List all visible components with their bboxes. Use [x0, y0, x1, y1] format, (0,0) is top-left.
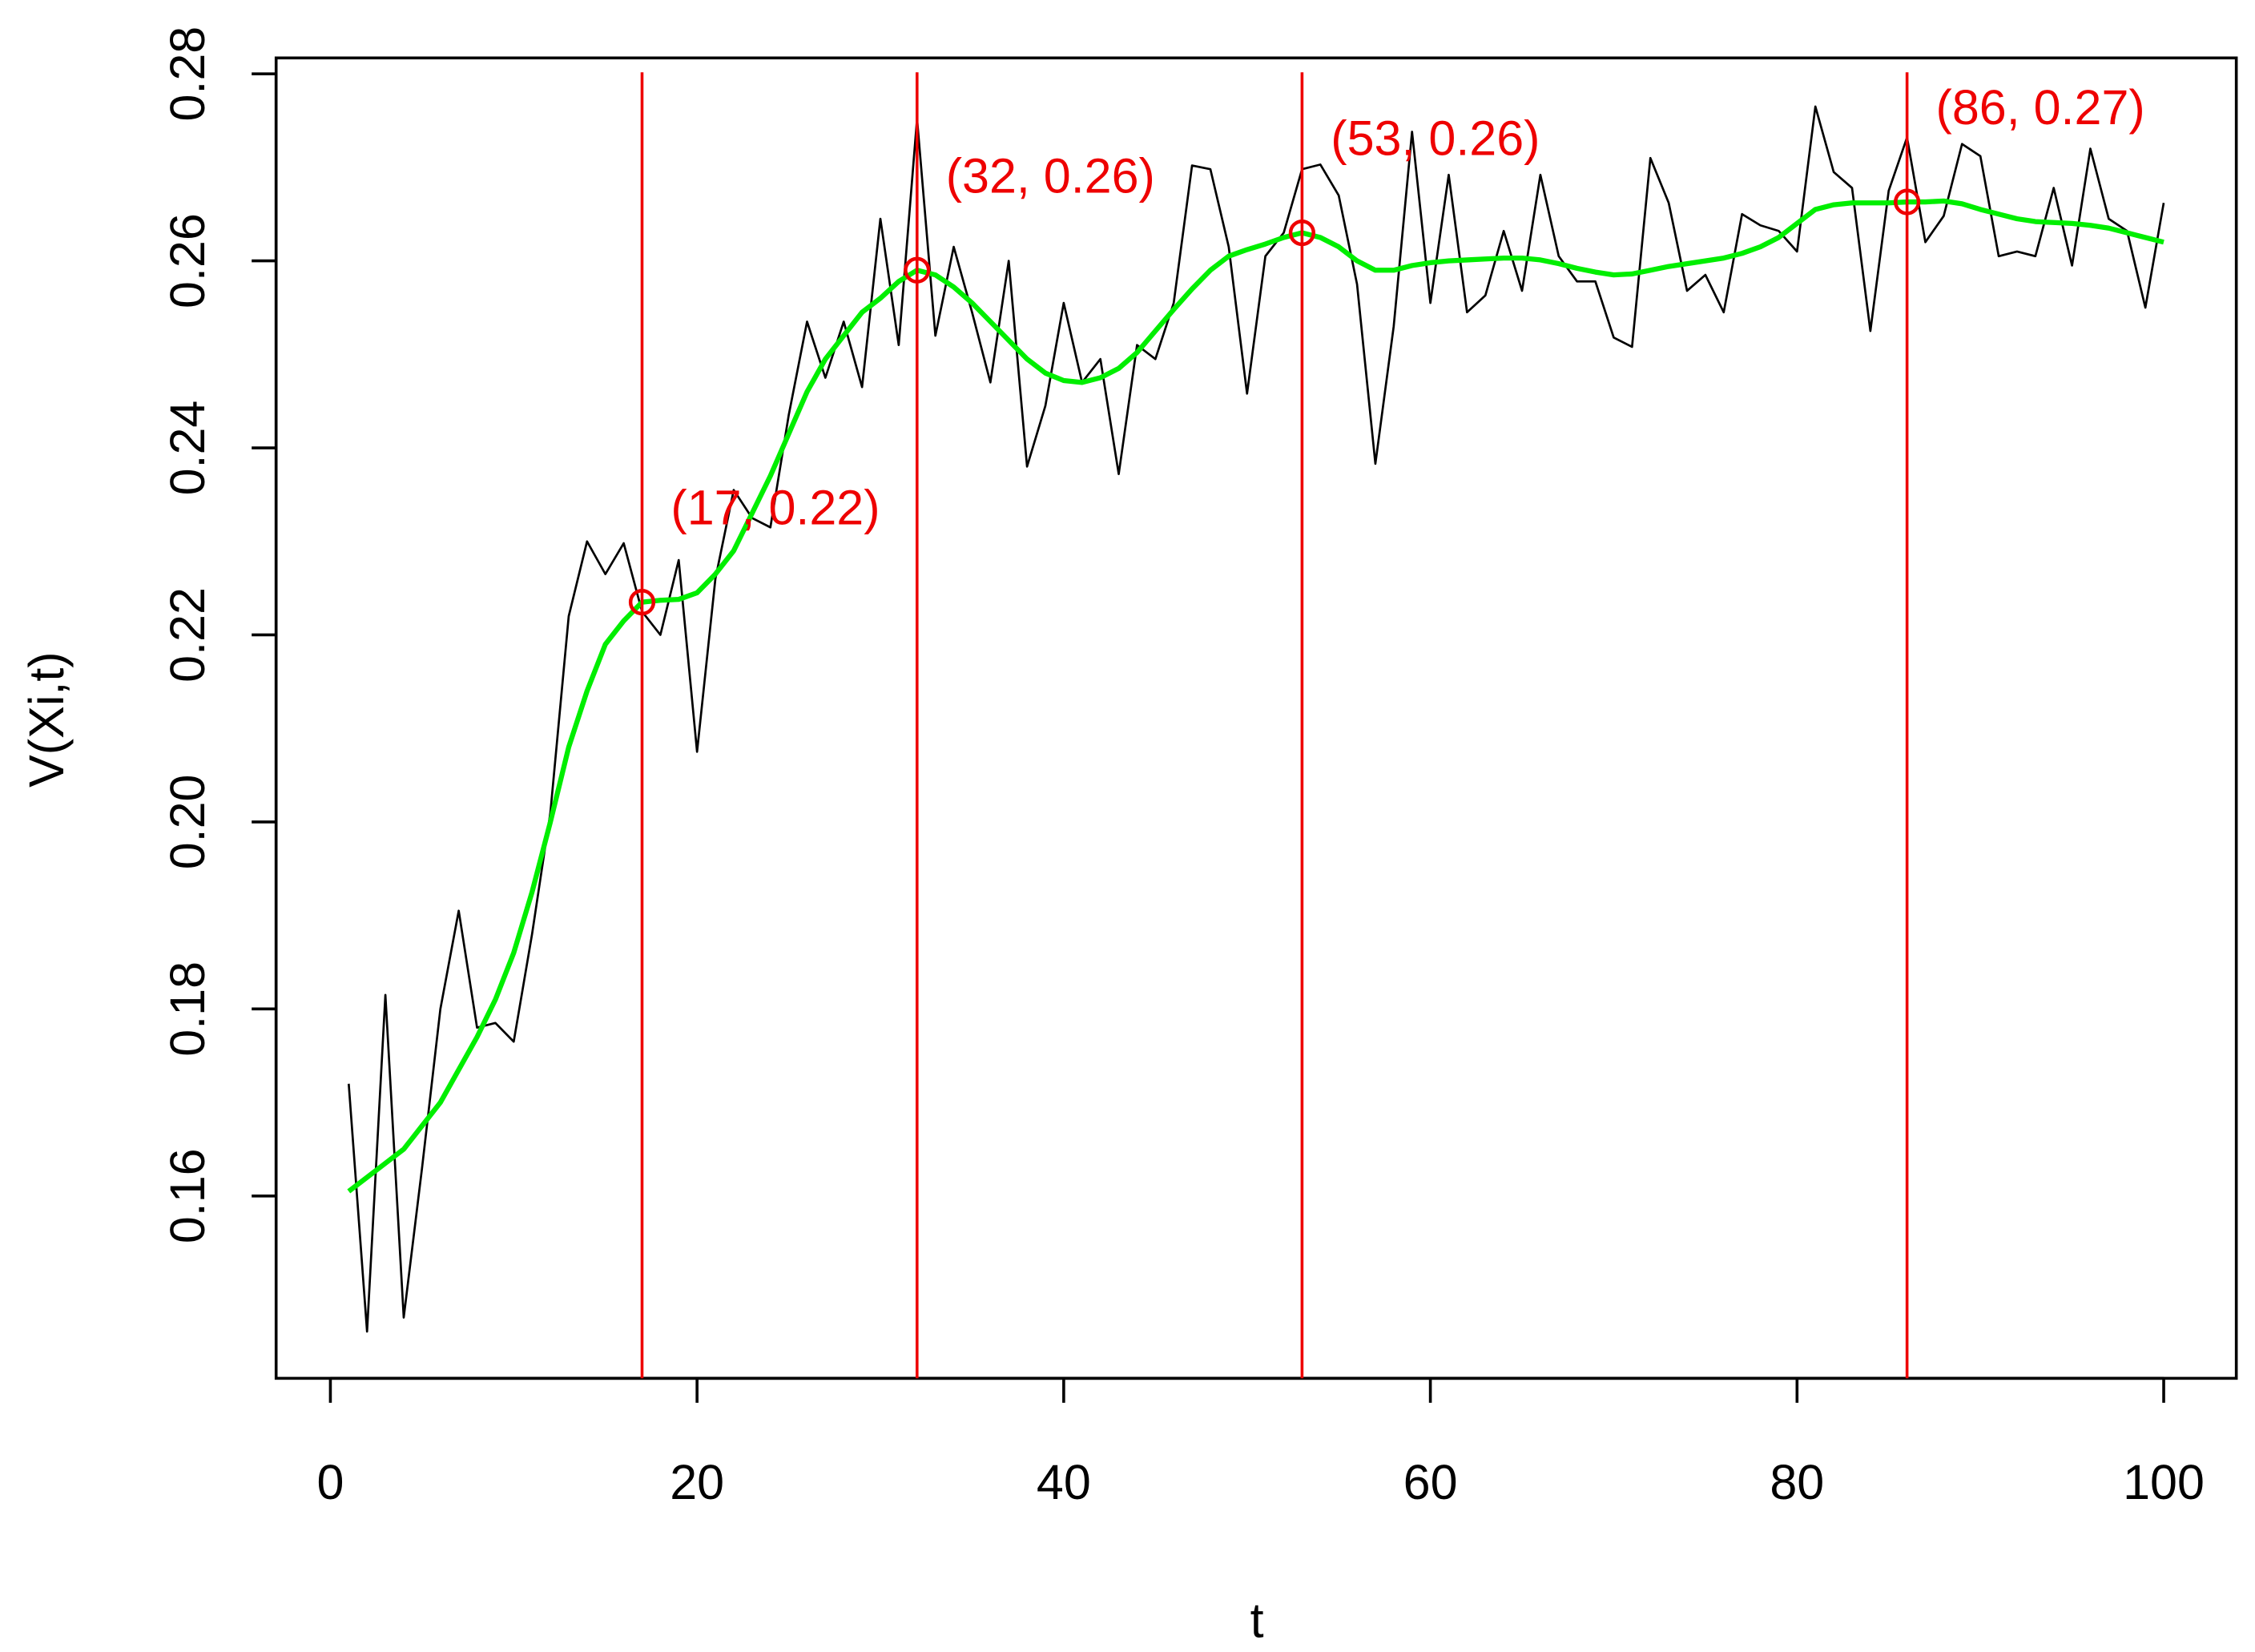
- y-tick-label: 0.26: [160, 213, 215, 308]
- marker-point: [904, 256, 931, 284]
- x-tick-label: 100: [2123, 1455, 2205, 1509]
- marker-label: (86, 0.27): [1936, 80, 2145, 135]
- plot-box: [274, 56, 2238, 1380]
- x-axis-label: t: [1250, 1594, 1264, 1648]
- y-tick-label: 0.20: [160, 775, 215, 870]
- y-tick-label: 0.16: [160, 1148, 215, 1243]
- series-line: [347, 105, 2165, 1333]
- marker-point: [1288, 219, 1315, 247]
- marker-point: [628, 589, 656, 616]
- x-tick-label: 60: [1403, 1455, 1458, 1509]
- y-tick-label: 0.18: [160, 961, 215, 1057]
- marker-label: (32, 0.26): [946, 148, 1155, 203]
- marker-point: [1894, 188, 1921, 216]
- x-tick-label: 40: [1037, 1455, 1091, 1509]
- y-tick-label: 0.22: [160, 587, 215, 683]
- marker-label: (53, 0.26): [1331, 111, 1540, 166]
- y-tick-label: 0.24: [160, 401, 215, 496]
- x-tick-label: 20: [670, 1455, 724, 1509]
- x-tick-label: 0: [316, 1455, 344, 1509]
- series-line: [347, 198, 2164, 1194]
- y-tick-label: 0.28: [160, 26, 215, 122]
- y-axis-label: V(Xi,t): [19, 651, 74, 788]
- marker-label: (17, 0.22): [670, 481, 880, 535]
- x-tick-label: 80: [1770, 1455, 1824, 1509]
